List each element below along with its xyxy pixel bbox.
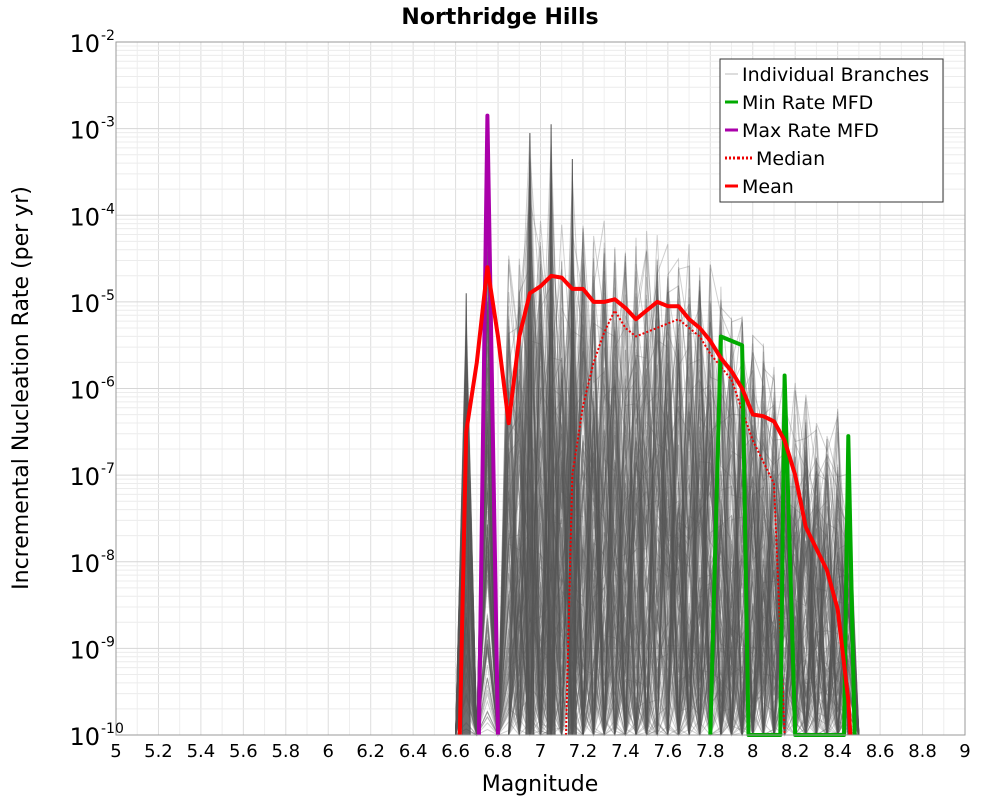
- y-tick-exponent: -6: [101, 375, 115, 391]
- branch-line: [455, 313, 859, 736]
- y-tick-label: 10: [69, 636, 100, 664]
- legend: Individual Branches Min Rate MFD Max Rate …: [719, 58, 944, 203]
- x-tick-label: 5.6: [229, 741, 258, 762]
- branch-line: [455, 277, 860, 736]
- branch-line: [455, 289, 860, 736]
- branch-line: [455, 316, 860, 737]
- branch-line: [455, 317, 860, 737]
- x-tick-label: 6.8: [484, 741, 513, 762]
- branch-line: [455, 249, 860, 737]
- chart-title: Northridge Hills: [401, 5, 598, 30]
- series-line-mean: [457, 265, 853, 736]
- branch-line: [455, 341, 860, 736]
- branch-line: [455, 155, 860, 737]
- x-tick-label: 6.2: [356, 741, 385, 762]
- y-tick-exponent: -3: [101, 115, 115, 131]
- y-tick-label: 10: [69, 30, 100, 58]
- individual-branches: [455, 124, 860, 737]
- branch-line: [455, 174, 860, 736]
- branch-line: [455, 234, 860, 736]
- series-line-max-rate-mfd: [476, 113, 500, 736]
- x-tick-label: 8: [747, 741, 758, 762]
- x-axis-label: Magnitude: [482, 772, 599, 797]
- legend-label: Mean: [742, 176, 794, 198]
- x-tick-label: 6.6: [441, 741, 470, 762]
- branch-line: [455, 285, 859, 736]
- y-tick-label: 10: [69, 117, 100, 145]
- x-tick-label: 5.2: [144, 741, 173, 762]
- y-tick-label: 10: [69, 203, 100, 231]
- y-tick-exponent: -8: [101, 548, 115, 564]
- branch-line: [455, 261, 860, 736]
- plot-frame: [115, 41, 966, 736]
- y-tick-exponent: -10: [101, 721, 124, 737]
- y-tick-exponent: -7: [101, 461, 115, 477]
- x-tick-label: 7.8: [696, 741, 725, 762]
- x-tick-label: 8.6: [866, 741, 895, 762]
- branch-spike: [546, 124, 556, 736]
- branch-line: [455, 292, 860, 737]
- x-tick-label: 7.2: [569, 741, 598, 762]
- branch-line: [455, 332, 860, 737]
- x-tick-label: 7: [535, 741, 546, 762]
- x-tick-label: 7.6: [654, 741, 683, 762]
- branch-line: [455, 331, 860, 737]
- x-axis-ticks: 5 5.2 5.4 5.6 5.8 6 6.2 6.4 6.6 6.8 7 7.2 7.4 7.6 7.8 8…: [110, 741, 970, 762]
- branch-line: [455, 319, 860, 736]
- legend-box: [719, 58, 944, 203]
- y-tick-exponent: -2: [101, 28, 115, 44]
- branch-line: [455, 247, 860, 736]
- legend-label: Individual Branches: [742, 64, 929, 86]
- x-tick-label: 9: [959, 741, 970, 762]
- branch-spike: [525, 132, 535, 736]
- x-tick-label: 5.8: [271, 741, 300, 762]
- branch-line: [455, 276, 860, 736]
- series-line-median: [565, 309, 786, 736]
- branch-line: [455, 316, 860, 736]
- x-tick-label: 7.4: [611, 741, 640, 762]
- branch-line: [455, 325, 860, 736]
- branch-line: [455, 259, 860, 737]
- y-tick-exponent: -4: [101, 201, 115, 217]
- y-tick-label: 10: [69, 463, 100, 491]
- y-axis-label: Incremental Nucleation Rate (per yr): [9, 186, 34, 590]
- x-tick-label: 6: [323, 741, 334, 762]
- branch-line: [455, 264, 860, 736]
- branch-line: [455, 298, 859, 736]
- y-tick-label: 10: [69, 377, 100, 405]
- series-lines: [457, 113, 857, 737]
- x-tick-label: 5: [110, 741, 121, 762]
- x-tick-label: 8.8: [908, 741, 937, 762]
- branch-line: [455, 330, 860, 736]
- legend-label: Max Rate MFD: [742, 120, 879, 142]
- branch-line: [455, 138, 860, 736]
- branch-line: [455, 237, 860, 736]
- grid: [115, 42, 966, 736]
- y-tick-exponent: -5: [101, 288, 115, 304]
- x-tick-label: 8.4: [823, 741, 852, 762]
- branch-line: [455, 244, 859, 736]
- legend-label: Min Rate MFD: [742, 92, 873, 114]
- x-tick-label: 5.4: [187, 741, 216, 762]
- branch-line: [455, 260, 860, 737]
- y-tick-exponent: -9: [101, 634, 115, 650]
- x-tick-label: 6.4: [399, 741, 428, 762]
- branch-line: [455, 288, 860, 736]
- y-tick-label: 10: [69, 723, 100, 751]
- branch-line: [455, 328, 859, 736]
- y-tick-label: 10: [69, 550, 100, 578]
- y-tick-label: 10: [69, 290, 100, 318]
- x-tick-label: 8.2: [781, 741, 810, 762]
- legend-label: Median: [756, 148, 825, 170]
